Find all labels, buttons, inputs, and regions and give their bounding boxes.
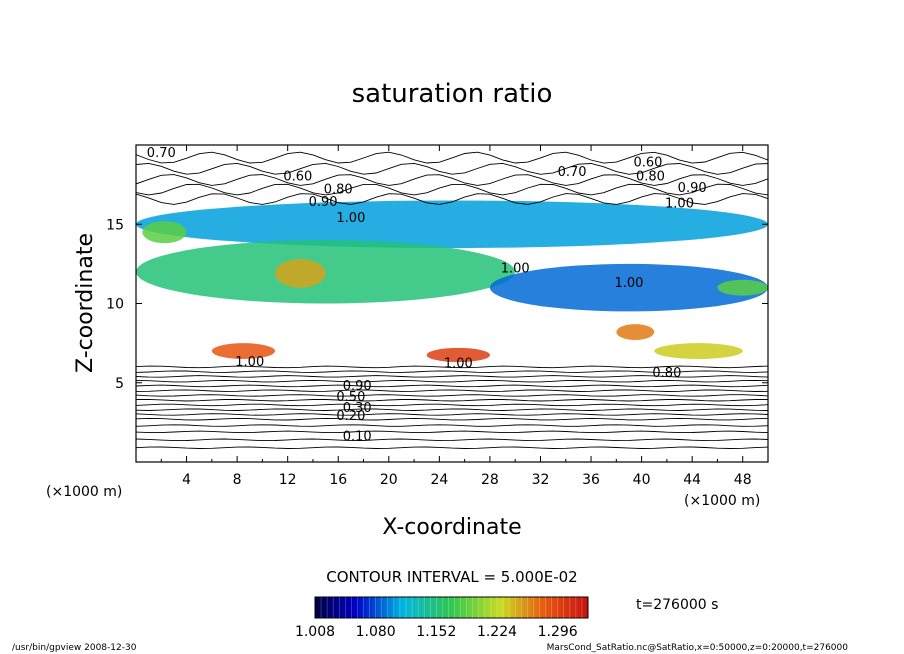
colorbar xyxy=(314,596,589,619)
x-tick-label: 20 xyxy=(380,472,398,488)
contour-label: 0.50 xyxy=(336,390,365,405)
contour-label: 0.70 xyxy=(558,165,587,180)
contour-line xyxy=(136,183,768,196)
x-tick-label: 12 xyxy=(279,472,297,488)
contour-line xyxy=(136,398,768,402)
saturation-region-8 xyxy=(616,324,655,340)
footer-left: /usr/bin/gpview 2008-12-30 xyxy=(12,643,137,653)
contour-line xyxy=(136,394,768,397)
colorbar-label: 1.224 xyxy=(477,624,517,640)
colorbar-label: 1.008 xyxy=(295,624,335,640)
x-tick-label: 36 xyxy=(582,472,600,488)
x-tick-label: 16 xyxy=(329,472,347,488)
contour-line xyxy=(136,384,768,388)
contour-line xyxy=(136,151,768,164)
saturation-region-1 xyxy=(136,240,516,304)
saturation-region-5 xyxy=(211,343,276,359)
contour-line xyxy=(136,379,768,383)
contour-lines xyxy=(136,151,768,449)
contour-label: 0.20 xyxy=(336,409,365,424)
x-axis-label: X-coordinate xyxy=(382,515,521,540)
x-tick-label: 24 xyxy=(430,472,448,488)
x-tick-label: 32 xyxy=(532,472,550,488)
contour-label: 1.00 xyxy=(614,276,643,291)
footer-right: MarsCond_SatRatio.nc@SatRatio,x=0:50000,… xyxy=(547,643,849,653)
saturation-region-3 xyxy=(142,221,187,244)
contour-interval-text: CONTOUR INTERVAL = 5.000E-02 xyxy=(326,568,577,586)
contour-label: 1.00 xyxy=(336,211,365,226)
contour-line xyxy=(136,174,768,186)
x-tick-label: 8 xyxy=(233,472,242,488)
contour-line xyxy=(136,403,768,407)
y-tick-label: 5 xyxy=(115,376,124,392)
x-tick-label: 4 xyxy=(182,472,191,488)
y-axis: 5 10 15 xyxy=(106,217,768,392)
saturation-region-0 xyxy=(136,200,768,249)
x-tick-label: 48 xyxy=(734,472,752,488)
contour-label: 0.80 xyxy=(324,182,353,197)
contour-label: 0.90 xyxy=(678,181,707,196)
x-tick-label: 40 xyxy=(633,472,651,488)
contour-label: 0.70 xyxy=(147,146,176,161)
saturation-region-2 xyxy=(489,263,768,312)
colorbar-label: 1.080 xyxy=(356,624,396,640)
saturation-region-6 xyxy=(426,347,490,363)
plot-area: 0.700.600.800.901.000.700.600.800.901.00… xyxy=(136,146,768,449)
x-unit-right: (×1000 m) xyxy=(684,493,760,509)
contour-label: 0.90 xyxy=(309,195,338,210)
x-axis: 4 8 12 16 20 24 28 32 36 40 44 48 xyxy=(160,145,752,488)
contour-line xyxy=(136,365,768,369)
contour-label: 1.00 xyxy=(444,357,473,372)
contour-line xyxy=(136,370,768,373)
contour-label: 1.00 xyxy=(501,262,530,277)
y-tick-label: 15 xyxy=(106,217,124,233)
y-tick-label: 10 xyxy=(106,297,124,313)
saturation-region-7 xyxy=(654,343,743,359)
contour-label: 1.00 xyxy=(665,197,694,212)
contour-line xyxy=(136,446,768,449)
contour-line xyxy=(136,430,768,434)
contour-line xyxy=(136,193,768,205)
contour-label: 0.10 xyxy=(343,430,372,445)
saturation-region-9 xyxy=(717,279,768,296)
x-tick-label: 44 xyxy=(683,472,701,488)
contour-line xyxy=(136,413,768,416)
contour-line xyxy=(136,417,768,421)
contour-label: 0.60 xyxy=(283,170,312,185)
contour-line xyxy=(136,389,768,392)
x-unit-left: (×1000 m) xyxy=(46,484,122,500)
saturation-region-4 xyxy=(275,259,326,288)
colorbar-stripes xyxy=(320,597,583,618)
contour-label: 0.80 xyxy=(636,170,665,185)
x-tick-label: 28 xyxy=(481,472,499,488)
contour-line xyxy=(136,408,768,411)
contour-label: 1.00 xyxy=(235,355,264,370)
chart-title: saturation ratio xyxy=(352,79,553,109)
contour-label: 0.60 xyxy=(633,155,662,170)
contour-label: 0.90 xyxy=(343,379,372,394)
contour-line xyxy=(136,424,768,427)
y-axis-label: Z-coordinate xyxy=(73,233,98,373)
contour-label: 0.30 xyxy=(343,401,372,416)
contour-line xyxy=(136,375,768,378)
contour-line xyxy=(136,438,768,442)
colorbar-label: 1.296 xyxy=(538,624,578,640)
colorbar-label: 1.152 xyxy=(416,624,456,640)
contour-line xyxy=(136,162,768,175)
time-label: t=276000 s xyxy=(636,597,718,613)
contour-label: 0.80 xyxy=(652,366,681,381)
